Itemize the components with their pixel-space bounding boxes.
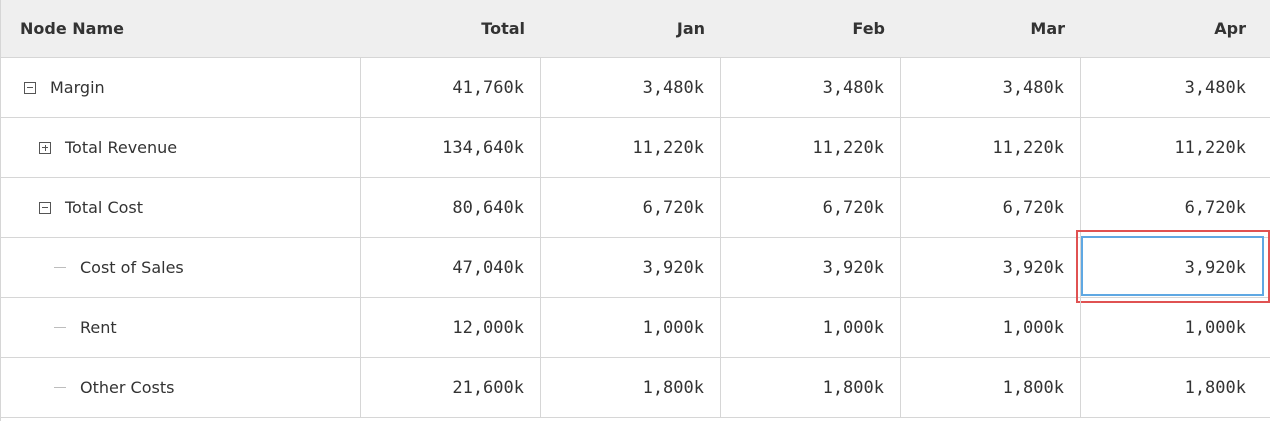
node-name-cell[interactable]: Cost of Sales bbox=[1, 238, 361, 297]
value-cell-total[interactable]: 134,640k bbox=[361, 118, 541, 177]
value-cell-total[interactable]: 41,760k bbox=[361, 58, 541, 117]
expand-icon[interactable] bbox=[39, 141, 51, 154]
node-name-cell[interactable]: Other Costs bbox=[1, 358, 361, 417]
table-row: Total Revenue 134,640k 11,220k 11,220k 1… bbox=[1, 118, 1270, 178]
value-cell-apr[interactable]: 1,000k bbox=[1184, 317, 1246, 338]
node-name-cell[interactable]: Margin bbox=[1, 58, 361, 117]
node-name-cell[interactable]: Rent bbox=[1, 298, 361, 357]
node-name-label: Total Revenue bbox=[65, 138, 178, 157]
node-name-label: Rent bbox=[80, 318, 117, 337]
value-cell-mar[interactable]: 1,000k bbox=[901, 298, 1081, 357]
dash-icon bbox=[54, 387, 66, 388]
value-cell-apr[interactable]: 1,800k bbox=[1184, 377, 1246, 398]
node-name-label: Margin bbox=[50, 78, 105, 97]
node-name-label: Total Cost bbox=[65, 198, 144, 217]
header-row: Node Name Total Jan Feb Mar Apr bbox=[1, 0, 1270, 58]
value-cell-jan[interactable]: 1,800k bbox=[541, 358, 721, 417]
value-cell-feb[interactable]: 6,720k bbox=[721, 178, 901, 237]
value-cell-mar[interactable]: 3,480k bbox=[901, 58, 1081, 117]
value-cell-total[interactable]: 47,040k bbox=[361, 238, 541, 297]
table-row: Other Costs 21,600k 1,800k 1,800k 1,800k… bbox=[1, 358, 1270, 418]
column-header-feb[interactable]: Feb bbox=[852, 19, 885, 38]
dash-icon bbox=[54, 327, 66, 328]
node-name-cell[interactable]: Total Cost bbox=[1, 178, 361, 237]
value-cell-total[interactable]: 12,000k bbox=[361, 298, 541, 357]
value-cell-apr[interactable]: 3,480k bbox=[1184, 77, 1246, 98]
value-cell-feb[interactable]: 1,800k bbox=[721, 358, 901, 417]
column-header-apr[interactable]: Apr bbox=[1214, 19, 1246, 38]
value-cell-mar[interactable]: 6,720k bbox=[901, 178, 1081, 237]
value-cell-jan[interactable]: 11,220k bbox=[541, 118, 721, 177]
value-cell-jan[interactable]: 1,000k bbox=[541, 298, 721, 357]
value-cell-apr[interactable]: 6,720k bbox=[1184, 197, 1246, 218]
value-cell-total[interactable]: 80,640k bbox=[361, 178, 541, 237]
table-row: Cost of Sales 47,040k 3,920k 3,920k 3,92… bbox=[1, 230, 1270, 303]
selected-cell-value: 3,920k bbox=[1184, 257, 1246, 278]
column-header-total[interactable]: Total bbox=[481, 19, 525, 38]
column-header-mar[interactable]: Mar bbox=[1030, 19, 1065, 38]
value-cell-mar[interactable]: 1,800k bbox=[901, 358, 1081, 417]
value-cell-mar[interactable]: 3,920k bbox=[901, 238, 1081, 297]
value-cell-jan[interactable]: 6,720k bbox=[541, 178, 721, 237]
collapse-icon[interactable] bbox=[39, 201, 51, 214]
selected-value-cell-apr[interactable]: 3,920k bbox=[1076, 230, 1270, 303]
value-cell-apr[interactable]: 11,220k bbox=[1174, 137, 1246, 158]
value-cell-feb[interactable]: 3,480k bbox=[721, 58, 901, 117]
table-row: Total Cost 80,640k 6,720k 6,720k 6,720k … bbox=[1, 178, 1270, 238]
table-row: Rent 12,000k 1,000k 1,000k 1,000k 1,000k bbox=[1, 298, 1270, 358]
value-cell-total[interactable]: 21,600k bbox=[361, 358, 541, 417]
node-name-cell[interactable]: Total Revenue bbox=[1, 118, 361, 177]
column-header-jan[interactable]: Jan bbox=[676, 19, 705, 38]
value-cell-feb[interactable]: 1,000k bbox=[721, 298, 901, 357]
node-name-label: Cost of Sales bbox=[80, 258, 184, 277]
value-cell-feb[interactable]: 3,920k bbox=[721, 238, 901, 297]
value-cell-mar[interactable]: 11,220k bbox=[901, 118, 1081, 177]
column-header-node-name[interactable]: Node Name bbox=[20, 19, 124, 38]
dash-icon bbox=[54, 267, 66, 268]
node-name-label: Other Costs bbox=[80, 378, 175, 397]
value-cell-jan[interactable]: 3,920k bbox=[541, 238, 721, 297]
table-row: Margin 41,760k 3,480k 3,480k 3,480k 3,48… bbox=[1, 58, 1270, 118]
collapse-icon[interactable] bbox=[24, 81, 36, 94]
value-cell-jan[interactable]: 3,480k bbox=[541, 58, 721, 117]
value-cell-feb[interactable]: 11,220k bbox=[721, 118, 901, 177]
